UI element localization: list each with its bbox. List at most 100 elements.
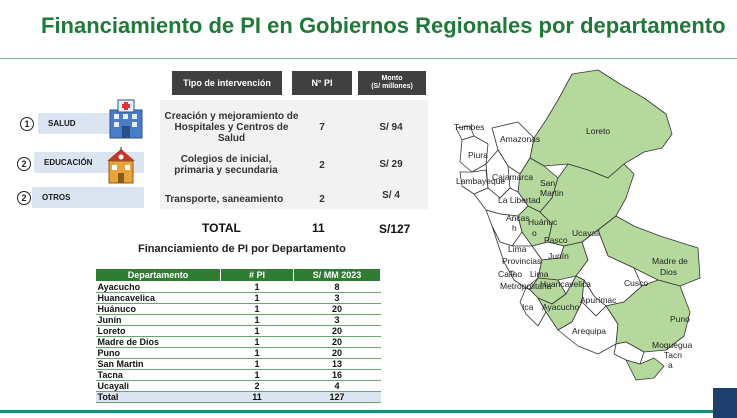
map-label-ancash-2: h — [512, 223, 517, 233]
map-label-piura: Piura — [468, 150, 488, 160]
map-label-lima-2: Lima — [530, 269, 549, 279]
map-region-callao — [509, 270, 515, 276]
map-label-tumbes: Tumbes — [454, 122, 484, 132]
dept-name: Puno — [95, 347, 221, 359]
category-otros: OTROS — [32, 187, 144, 208]
map-label-san-martin-1: San — [540, 178, 555, 188]
summary-row-3-npi: 2 — [319, 194, 325, 205]
summary-row-3-tipo: Transporte, saneamiento — [164, 194, 284, 205]
category-2-number: 2 — [17, 157, 31, 171]
dept-mm: 13 — [293, 358, 381, 370]
school-icon — [107, 147, 135, 184]
summary-table-body — [160, 100, 428, 209]
header-npi-label: N° PI — [311, 78, 333, 88]
dept-total-mm: 127 — [293, 391, 381, 403]
table-row: Junín 1 3 — [95, 314, 381, 326]
summary-row-2-monto: S/ 29 — [379, 159, 403, 170]
map-label-madre-de-dios-1: Madre de — [652, 256, 688, 266]
dept-npi: 1 — [220, 303, 294, 315]
dept-total-label: Total — [95, 391, 221, 403]
dept-mm: 3 — [293, 314, 381, 326]
table-row: San Martin 1 13 — [95, 358, 381, 370]
dept-npi: 2 — [220, 380, 294, 392]
map-label-huanuco-1: Huánuc — [528, 217, 558, 227]
dept-name: Junín — [95, 314, 221, 326]
dept-npi: 1 — [220, 336, 294, 348]
map-label-tacna-2: a — [668, 360, 673, 370]
category-3-number: 2 — [17, 191, 31, 205]
dept-header-departamento: Departamento — [95, 268, 221, 282]
header-tipo-intervencion: Tipo de intervención — [172, 71, 282, 95]
map-label-loreto: Loreto — [586, 126, 610, 136]
dept-name: Madre de Dios — [95, 336, 221, 348]
map-label-pasco: Pasco — [544, 235, 568, 245]
map-label-ucayali: Ucayali — [572, 228, 600, 238]
dept-header-npi: # PI — [220, 268, 294, 282]
dept-npi: 1 — [220, 369, 294, 381]
dept-name: Loreto — [95, 325, 221, 337]
map-label-cusco: Cusco — [624, 278, 648, 288]
dept-table-header: Departamento # PI S/ MM 2023 — [95, 268, 381, 282]
table-row: Tacna 1 16 — [95, 369, 381, 381]
map-label-ancash-1: Ancas — [506, 213, 530, 223]
peru-map: Tumbes Amazonas Loreto Piura Lambayeque … — [454, 69, 701, 381]
summary-row-1-monto: S/ 94 — [379, 122, 403, 133]
map-region-ucayali — [539, 163, 635, 247]
dept-mm: 20 — [293, 303, 381, 315]
header-tipo-label: Tipo de intervención — [183, 78, 271, 88]
summary-row-3-monto: S/ 4 — [382, 190, 400, 201]
table-row: Loreto 1 20 — [95, 325, 381, 337]
summary-total-npi: 11 — [312, 221, 325, 235]
table-row: Madre de Dios 1 20 — [95, 336, 381, 348]
summary-row-2-npi: 2 — [319, 160, 325, 171]
dept-mm: 20 — [293, 336, 381, 348]
category-educacion-label: EDUCACIÓN — [44, 158, 93, 167]
dept-mm: 20 — [293, 347, 381, 359]
map-label-la-libertad: La Libertad — [498, 195, 541, 205]
summary-row-2-tipo: Colegios de inicial, primaria y secundar… — [174, 154, 278, 176]
category-1-number: 1 — [20, 117, 34, 131]
dept-mm: 4 — [293, 380, 381, 392]
table-row-total: Total 11 127 — [95, 391, 381, 403]
map-label-san-martin-2: Martin — [540, 188, 564, 198]
dept-npi: 1 — [220, 292, 294, 304]
summary-row-1-tipo: Creación y mejoramiento de Hospitales y … — [164, 111, 299, 144]
map-label-cajamarca: Cajamarca — [492, 172, 533, 182]
map-label-provincias: Provincias — [502, 256, 541, 266]
table-row: Puno 1 20 — [95, 347, 381, 359]
map-label-huanuco-2: o — [532, 228, 537, 238]
map-label-metropolitana: Metropolitana — [500, 281, 552, 291]
dept-total-npi: 11 — [220, 391, 294, 403]
table-row: Ucayali 2 4 — [95, 380, 381, 392]
map-label-amazonas: Amazonas — [500, 134, 540, 144]
dept-npi: 1 — [220, 281, 294, 293]
map-region-puno — [605, 279, 691, 353]
map-label-lima-1: Lima — [508, 244, 527, 254]
dept-name: San Martin — [95, 358, 221, 370]
map-label-apurimac: Apurímac — [580, 295, 617, 305]
dept-name: Ucayali — [95, 380, 221, 392]
dept-name: Huánuco — [95, 303, 221, 315]
dept-npi: 1 — [220, 358, 294, 370]
map-label-arequipa: Arequipa — [572, 326, 606, 336]
category-salud-label: SALUD — [48, 119, 76, 128]
map-label-callao: Callao — [498, 269, 522, 279]
dept-mm: 3 — [293, 292, 381, 304]
category-salud: SALUD — [38, 113, 131, 134]
table-row: Ayacucho 1 8 — [95, 281, 381, 293]
header-monto: Monto (S/ millones) — [358, 71, 426, 95]
dept-mm: 20 — [293, 325, 381, 337]
title-divider — [0, 58, 737, 59]
dept-npi: 1 — [220, 314, 294, 326]
dept-mm: 8 — [293, 281, 381, 293]
corner-logo-block — [713, 388, 737, 418]
footer-bar — [0, 410, 713, 413]
summary-total-label: TOTAL — [202, 221, 241, 235]
dept-table-title: Financiamiento de PI por Departamento — [138, 243, 346, 255]
dept-npi: 1 — [220, 347, 294, 359]
summary-row-1-npi: 7 — [319, 122, 325, 133]
map-region-tacna — [625, 357, 665, 381]
header-npi: N° PI — [292, 71, 352, 95]
page-title: Financiamiento de PI en Gobiernos Region… — [41, 13, 726, 38]
hospital-icon — [109, 99, 143, 139]
